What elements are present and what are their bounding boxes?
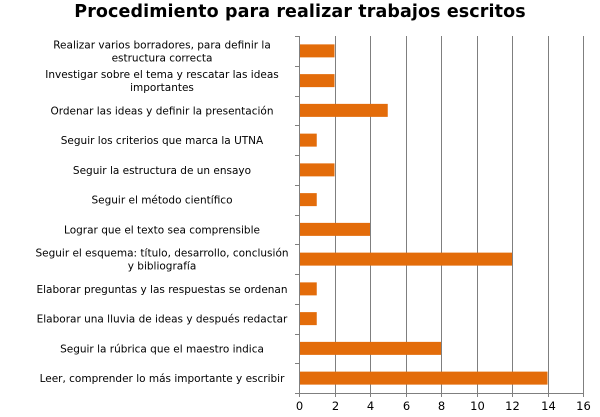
x-tick-label: 2 xyxy=(332,399,339,413)
bar xyxy=(299,312,317,326)
gridlines xyxy=(335,36,584,393)
category-label: Seguir los criterios que marca la UTNA xyxy=(61,135,264,147)
bar xyxy=(299,44,335,58)
bar xyxy=(299,371,548,385)
x-tick-labels: 0 2 4 6 8 10 12 14 16 xyxy=(296,399,591,413)
category-label: Leer, comprender lo más importante y esc… xyxy=(40,373,286,385)
category-label: Elaborar una lluvia de ideas y después r… xyxy=(37,314,288,326)
category-label: Ordenar las ideas y definir la presentac… xyxy=(50,105,273,117)
category-label-line: importantes xyxy=(130,82,194,94)
category-label-line: Seguir los criterios que marca la UTNA xyxy=(61,135,264,147)
bar xyxy=(299,282,317,296)
category-label-line: Seguir la estructura de un ensayo xyxy=(73,165,251,177)
x-tick-label: 14 xyxy=(541,399,556,413)
category-label: Elaborar preguntas y las respuestas se o… xyxy=(36,284,287,296)
category-label: Seguir la rúbrica que el maestro indica xyxy=(60,343,264,355)
category-label-line: Seguir el esquema: título, desarrollo, c… xyxy=(35,248,288,260)
bar xyxy=(299,222,370,236)
bar xyxy=(299,193,317,207)
x-tick-label: 0 xyxy=(296,399,303,413)
category-label-line: estructura correcta xyxy=(112,52,213,64)
x-tick-label: 6 xyxy=(403,399,410,413)
category-label: Investigar sobre el tema y rescatar las … xyxy=(45,69,279,94)
chart-title: Procedimiento para realizar trabajos esc… xyxy=(74,2,526,22)
category-label-line: Investigar sobre el tema y rescatar las … xyxy=(45,69,279,81)
axes xyxy=(295,36,584,397)
category-label: Seguir el esquema: título, desarrollo, c… xyxy=(35,248,288,273)
bar xyxy=(299,341,441,355)
bar xyxy=(299,252,512,266)
category-label: Seguir la estructura de un ensayo xyxy=(73,165,251,177)
x-tick-label: 4 xyxy=(367,399,374,413)
category-label: Seguir el método científico xyxy=(91,195,232,207)
x-tick-label: 8 xyxy=(438,399,445,413)
category-label-line: Seguir la rúbrica que el maestro indica xyxy=(60,343,264,355)
category-label-line: Elaborar preguntas y las respuestas se o… xyxy=(36,284,287,296)
category-label-line: Lograr que el texto sea comprensible xyxy=(64,224,260,236)
category-label-line: Elaborar una lluvia de ideas y después r… xyxy=(37,314,288,326)
category-label-line: Realizar varios borradores, para definir… xyxy=(53,39,271,51)
category-label-line: Seguir el método científico xyxy=(91,195,232,207)
bar xyxy=(299,103,388,117)
category-label-line: y bibliografía xyxy=(128,261,197,273)
category-label: Realizar varios borradores, para definir… xyxy=(53,39,271,64)
bar xyxy=(299,133,317,147)
bar xyxy=(299,74,335,88)
bars xyxy=(299,44,548,385)
x-tick-label: 16 xyxy=(576,399,591,413)
category-label-line: Ordenar las ideas y definir la presentac… xyxy=(50,105,273,117)
x-tick-label: 12 xyxy=(505,399,520,413)
category-label: Lograr que el texto sea comprensible xyxy=(64,224,260,236)
bar xyxy=(299,163,335,177)
category-labels: Realizar varios borradores, para definir… xyxy=(35,39,288,385)
x-tick-label: 10 xyxy=(470,399,485,413)
category-label-line: Leer, comprender lo más importante y esc… xyxy=(40,373,286,385)
